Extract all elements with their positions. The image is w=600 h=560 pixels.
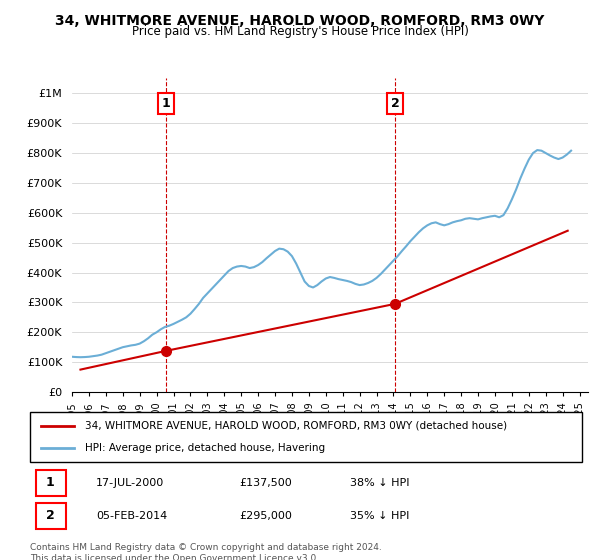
Text: Price paid vs. HM Land Registry's House Price Index (HPI): Price paid vs. HM Land Registry's House … (131, 25, 469, 38)
Text: 38% ↓ HPI: 38% ↓ HPI (350, 478, 410, 488)
Text: £137,500: £137,500 (240, 478, 293, 488)
FancyBboxPatch shape (30, 412, 582, 462)
FancyBboxPatch shape (35, 470, 66, 496)
Text: HPI: Average price, detached house, Havering: HPI: Average price, detached house, Have… (85, 443, 325, 453)
Text: 34, WHITMORE AVENUE, HAROLD WOOD, ROMFORD, RM3 0WY: 34, WHITMORE AVENUE, HAROLD WOOD, ROMFOR… (55, 14, 545, 28)
Text: £295,000: £295,000 (240, 511, 293, 521)
Text: 05-FEB-2014: 05-FEB-2014 (96, 511, 167, 521)
Text: 17-JUL-2000: 17-JUL-2000 (96, 478, 164, 488)
Text: 1: 1 (46, 477, 55, 489)
Text: 35% ↓ HPI: 35% ↓ HPI (350, 511, 410, 521)
Text: 34, WHITMORE AVENUE, HAROLD WOOD, ROMFORD, RM3 0WY (detached house): 34, WHITMORE AVENUE, HAROLD WOOD, ROMFOR… (85, 421, 508, 431)
Text: 2: 2 (46, 510, 55, 522)
Text: 1: 1 (161, 97, 170, 110)
Text: Contains HM Land Registry data © Crown copyright and database right 2024.
This d: Contains HM Land Registry data © Crown c… (30, 543, 382, 560)
Text: 2: 2 (391, 97, 400, 110)
FancyBboxPatch shape (35, 503, 66, 529)
